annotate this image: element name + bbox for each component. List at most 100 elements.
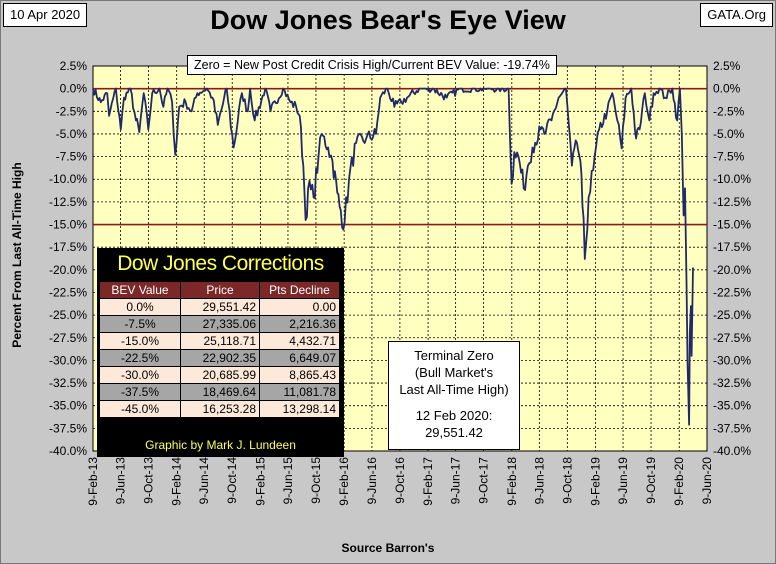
- x-tick-label: 9-Jun-18: [532, 457, 546, 505]
- bev-series-line: [92, 87, 694, 426]
- x-tick-label: 9-Jun-17: [449, 457, 463, 505]
- x-axis-label: Source Barron's: [341, 541, 435, 555]
- table-header: Pts Decline: [259, 281, 340, 299]
- table-cell: 0.00: [259, 298, 340, 316]
- x-tick-label: 9-Jun-20: [700, 457, 714, 505]
- y-tick-label-left: -20.0%: [49, 263, 87, 277]
- y-tick-label-left: -2.5%: [56, 104, 88, 118]
- y-tick-label-left: -7.5%: [56, 150, 88, 164]
- corrections-table: BEV Value Price Pts Decline 0.0% 29,551.…: [99, 281, 340, 418]
- y-tick-label-left: -37.5%: [49, 421, 87, 435]
- x-tick-label: 9-Feb-14: [170, 457, 184, 506]
- y-tick-label-right: -5.0%: [713, 127, 745, 141]
- table-cell: 8,865.43: [259, 366, 340, 384]
- terminal-spacer: [389, 398, 519, 407]
- x-tick-label: 9-Oct-13: [142, 457, 156, 504]
- y-tick-label-left: -12.5%: [49, 195, 87, 209]
- table-cell: 6,649.07: [259, 349, 340, 367]
- table-cell: -7.5%: [99, 315, 181, 333]
- table-cell: -45.0%: [99, 400, 181, 418]
- table-row: -22.5% 22,902.35 6,649.07: [99, 349, 340, 367]
- y-tick-label-right: -25.0%: [713, 308, 751, 322]
- x-tick-label: 9-Jun-19: [616, 457, 630, 505]
- y-tick-label-right: -37.5%: [713, 421, 751, 435]
- y-tick-label-left: -40.0%: [49, 444, 87, 458]
- table-cell: 11,081.78: [259, 383, 340, 401]
- x-tick-label: 9-Jun-15: [281, 457, 295, 505]
- y-tick-label-left: 0.0%: [60, 82, 88, 96]
- x-tick-label: 9-Oct-16: [393, 457, 407, 504]
- y-tick-label-left: -10.0%: [49, 172, 87, 186]
- y-tick-label-left: -15.0%: [49, 218, 87, 232]
- table-cell: -37.5%: [99, 383, 181, 401]
- x-tick-label: 9-Jun-14: [197, 457, 211, 505]
- y-tick-label-right: -2.5%: [713, 104, 745, 118]
- table-header: BEV Value: [99, 281, 181, 299]
- x-tick-label: 9-Oct-17: [477, 457, 491, 504]
- table-header-row: BEV Value Price Pts Decline: [99, 281, 340, 299]
- y-tick-label-right: -15.0%: [713, 218, 751, 232]
- graphic-credit: Graphic by Mark J. Lundeen: [145, 438, 296, 452]
- table-cell: 18,469.64: [180, 383, 260, 401]
- table-cell: 13,298.14: [259, 400, 340, 418]
- y-tick-label-right: -22.5%: [713, 285, 751, 299]
- y-tick-label-right: -17.5%: [713, 240, 751, 254]
- x-tick-label: 9-Feb-17: [421, 457, 435, 506]
- bev-note: Zero = New Post Credit Crisis High/Curre…: [187, 55, 557, 75]
- y-tick-label-right: -12.5%: [713, 195, 751, 209]
- table-cell: -30.0%: [99, 366, 181, 384]
- terminal-line: (Bull Market's: [414, 365, 494, 380]
- x-tick-label: 9-Oct-19: [644, 457, 658, 504]
- y-tick-label-right: -20.0%: [713, 263, 751, 277]
- table-cell: 16,253.28: [180, 400, 260, 418]
- y-tick-label-left: -17.5%: [49, 240, 87, 254]
- y-tick-label-right: -30.0%: [713, 353, 751, 367]
- table-cell: 4,432.71: [259, 332, 340, 350]
- table-cell: -15.0%: [99, 332, 181, 350]
- terminal-line: 12 Feb 2020:: [415, 408, 493, 423]
- y-tick-label-left: -22.5%: [49, 285, 87, 299]
- terminal-line: 29,551.42: [425, 425, 483, 440]
- table-cell: 22,902.35: [180, 349, 260, 367]
- x-tick-label: 9-Feb-18: [505, 457, 519, 506]
- table-cell: 29,551.42: [180, 298, 260, 316]
- x-tick-label: 9-Oct-14: [225, 457, 239, 504]
- y-tick-label-right: -7.5%: [713, 150, 745, 164]
- y-tick-label-left: 2.5%: [60, 59, 88, 73]
- y-tick-label-left: -27.5%: [49, 331, 87, 345]
- site-label: GATA.Org: [700, 3, 773, 27]
- y-tick-label-right: -27.5%: [713, 331, 751, 345]
- table-row: -37.5% 18,469.64 11,081.78: [99, 383, 340, 401]
- x-tick-label: 9-Jun-16: [365, 457, 379, 505]
- x-tick-label: 9-Jun-13: [114, 457, 128, 505]
- terminal-line: Terminal Zero: [414, 348, 494, 363]
- x-tick-label: 9-Oct-18: [560, 457, 574, 504]
- x-tick-label: 9-Feb-15: [253, 457, 267, 506]
- chart-title: Dow Jones Bear's Eye View: [210, 5, 566, 35]
- y-tick-label-left: -5.0%: [56, 127, 88, 141]
- table-row: -45.0% 16,253.28 13,298.14: [99, 400, 340, 418]
- terminal-line: Last All-Time High): [399, 382, 509, 397]
- y-tick-label-right: -32.5%: [713, 376, 751, 390]
- y-tick-label-left: -30.0%: [49, 353, 87, 367]
- y-tick-label-right: -10.0%: [713, 172, 751, 186]
- y-tick-label-right: 2.5%: [713, 59, 741, 73]
- corrections-table-title: Dow Jones Corrections: [117, 252, 324, 275]
- x-tick-label: 9-Feb-16: [337, 457, 351, 506]
- table-cell: 0.0%: [99, 298, 181, 316]
- terminal-zero-box: Terminal Zero (Bull Market's Last All-Ti…: [388, 341, 520, 450]
- y-axis-label: Percent From Last All-Time High: [10, 162, 24, 348]
- table-cell: 27,335.06: [180, 315, 260, 333]
- corrections-table-panel: Dow Jones Corrections BEV Value Price Pt…: [97, 248, 344, 457]
- table-cell: 25,118.71: [180, 332, 260, 350]
- table-header: Price: [180, 281, 260, 299]
- x-tick-label: 9-Feb-13: [86, 457, 100, 506]
- y-tick-label-left: -25.0%: [49, 308, 87, 322]
- table-row: -7.5% 27,335.06 2,216.36: [99, 315, 340, 333]
- y-tick-label-left: -32.5%: [49, 376, 87, 390]
- y-tick-label-right: 0.0%: [713, 82, 741, 96]
- x-tick-label: 9-Oct-15: [309, 457, 323, 504]
- table-cell: 2,216.36: [259, 315, 340, 333]
- y-tick-label-right: -40.0%: [713, 444, 751, 458]
- y-tick-label-left: -35.0%: [49, 399, 87, 413]
